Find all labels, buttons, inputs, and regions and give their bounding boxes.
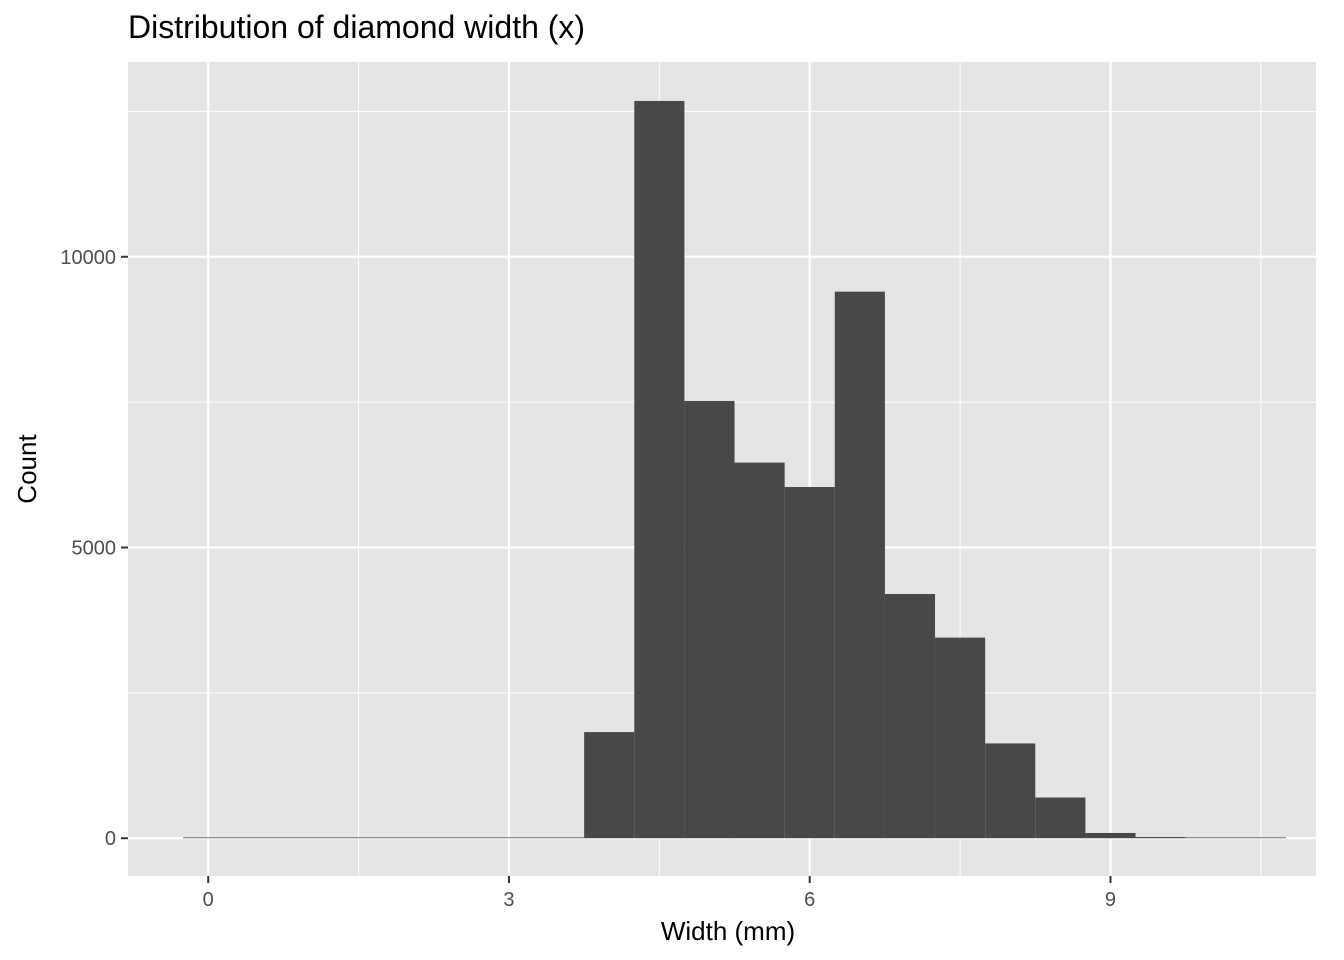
x-tick-label: 6 — [804, 889, 815, 911]
histogram-bar — [433, 837, 484, 839]
histogram-bar — [1235, 837, 1286, 839]
histogram-bar — [784, 487, 835, 839]
histogram-bar — [1185, 837, 1236, 839]
chart-title: Distribution of diamond width (x) — [128, 9, 585, 45]
histogram-bar — [333, 837, 384, 839]
histogram-bars — [183, 100, 1286, 839]
histogram-bar — [1035, 797, 1086, 839]
histogram-bar — [834, 291, 885, 839]
histogram-bar — [283, 837, 334, 839]
x-tick-label: 0 — [203, 889, 214, 911]
y-axis: 0 5000 10000 — [60, 247, 128, 850]
histogram-bar — [584, 732, 635, 839]
y-tick-label: 10000 — [60, 247, 116, 269]
x-axis-title: Width (mm) — [661, 916, 795, 946]
histogram-bar — [634, 100, 685, 839]
x-tick-label: 9 — [1105, 889, 1116, 911]
x-tick-label: 3 — [503, 889, 514, 911]
histogram-bar — [383, 837, 434, 839]
histogram-bar — [1085, 832, 1136, 839]
histogram-bar — [734, 462, 785, 839]
histogram-bar — [183, 837, 234, 839]
histogram-bar — [935, 637, 986, 839]
y-axis-title: Count — [12, 434, 42, 504]
x-axis: 0 3 6 9 — [203, 876, 1116, 911]
histogram-bar — [534, 837, 585, 839]
histogram-bar — [985, 743, 1036, 839]
y-tick-label: 5000 — [72, 537, 117, 559]
histogram-bar — [1135, 837, 1186, 839]
histogram-bar — [483, 837, 535, 839]
histogram-bar — [684, 400, 735, 839]
histogram-bar — [884, 594, 936, 839]
histogram-bar — [233, 837, 284, 839]
y-tick-label: 0 — [105, 828, 116, 850]
